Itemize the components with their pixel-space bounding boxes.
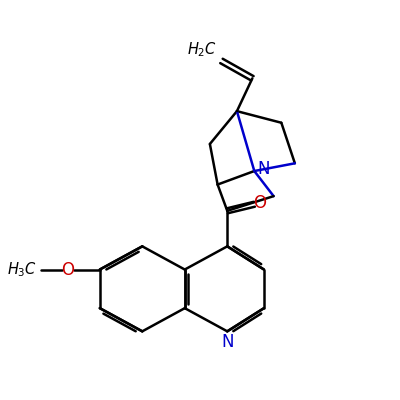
Text: N: N: [222, 333, 234, 351]
Text: O: O: [62, 260, 75, 278]
Text: $H_2C$: $H_2C$: [187, 40, 217, 59]
Text: $H_3C$: $H_3C$: [7, 260, 37, 279]
Text: O: O: [254, 194, 266, 212]
Text: N: N: [257, 160, 270, 178]
